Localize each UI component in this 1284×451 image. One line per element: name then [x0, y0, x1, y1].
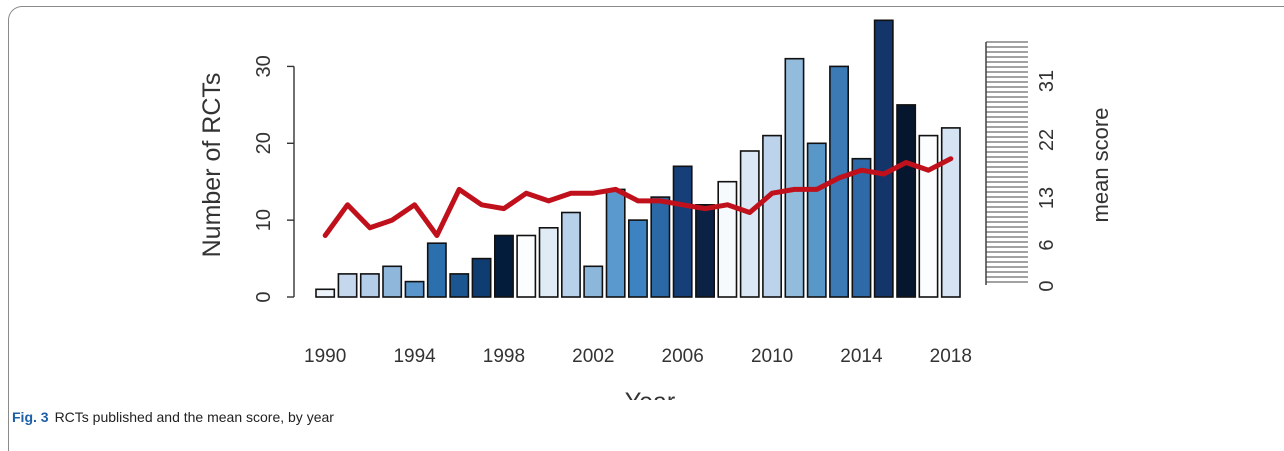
bar: [583, 265, 604, 298]
bar: [359, 273, 380, 298]
caption-label: Fig. 3: [12, 409, 49, 425]
x-axis: 1990 1994 1998 2002 2006 2010 2014 2018: [304, 346, 972, 367]
x-tick-label: 2002: [572, 346, 614, 367]
x-tick-label: 1990: [304, 346, 346, 367]
bar: [784, 57, 805, 298]
y-tick-label: 20: [253, 132, 275, 154]
bar: [538, 227, 559, 298]
bar: [896, 104, 917, 298]
bar-series: [315, 19, 961, 298]
bar: [471, 257, 492, 298]
bar: [426, 242, 447, 298]
y2-tick-label: 31: [1036, 70, 1058, 92]
y2-tick-label: 22: [1036, 129, 1058, 151]
y-axis-label: Number of RCTs: [198, 73, 226, 258]
bar: [337, 273, 358, 298]
bar: [851, 157, 872, 298]
bar: [560, 211, 581, 298]
y2-axis-label: mean score: [1088, 108, 1113, 223]
mean-score-line: [322, 156, 954, 238]
x-tick-label: 2010: [751, 346, 793, 367]
bar: [695, 204, 716, 298]
bar: [873, 19, 894, 298]
bar: [672, 165, 693, 298]
x-tick-label: 1994: [393, 346, 436, 367]
figure-caption: Fig. 3 RCTs published and the mean score,…: [12, 409, 334, 425]
y-tick-label: 30: [253, 55, 275, 77]
bar: [605, 188, 626, 298]
bar: [762, 134, 783, 298]
bar: [627, 219, 648, 298]
bar: [404, 280, 425, 298]
y-axis: 0 10 20 30: [253, 55, 295, 303]
bar-line-chart: 0 10 20 30 0 6 13 22 31 1990 1994 1998 2002 2006 201…: [198, 19, 1113, 400]
bar: [516, 234, 537, 298]
y2-tick-label: 0: [1036, 280, 1058, 291]
x-tick-label: 2014: [840, 346, 883, 367]
caption-text: RCTs published and the mean score, by ye…: [54, 409, 334, 425]
y2-tick-label: 6: [1036, 239, 1058, 250]
bar: [739, 150, 760, 298]
bar: [806, 142, 827, 298]
bar: [650, 196, 671, 298]
bar: [493, 234, 514, 298]
figure-frame: [8, 6, 1284, 451]
y-tick-label: 0: [253, 291, 275, 302]
mean-score-series: [322, 156, 954, 238]
bar: [449, 273, 470, 298]
x-tick-label: 2006: [662, 346, 704, 367]
x-tick-label: 2018: [930, 346, 972, 367]
bar: [918, 134, 939, 298]
y-tick-label: 10: [253, 209, 275, 231]
x-axis-label: Year: [625, 388, 676, 400]
bar: [315, 288, 336, 298]
bar: [717, 180, 738, 298]
bar: [382, 265, 403, 298]
y2-tick-label: 13: [1036, 187, 1058, 209]
bar: [940, 127, 961, 298]
x-tick-label: 1998: [483, 346, 525, 367]
y2-axis: 0 6 13 22 31: [985, 41, 1058, 292]
